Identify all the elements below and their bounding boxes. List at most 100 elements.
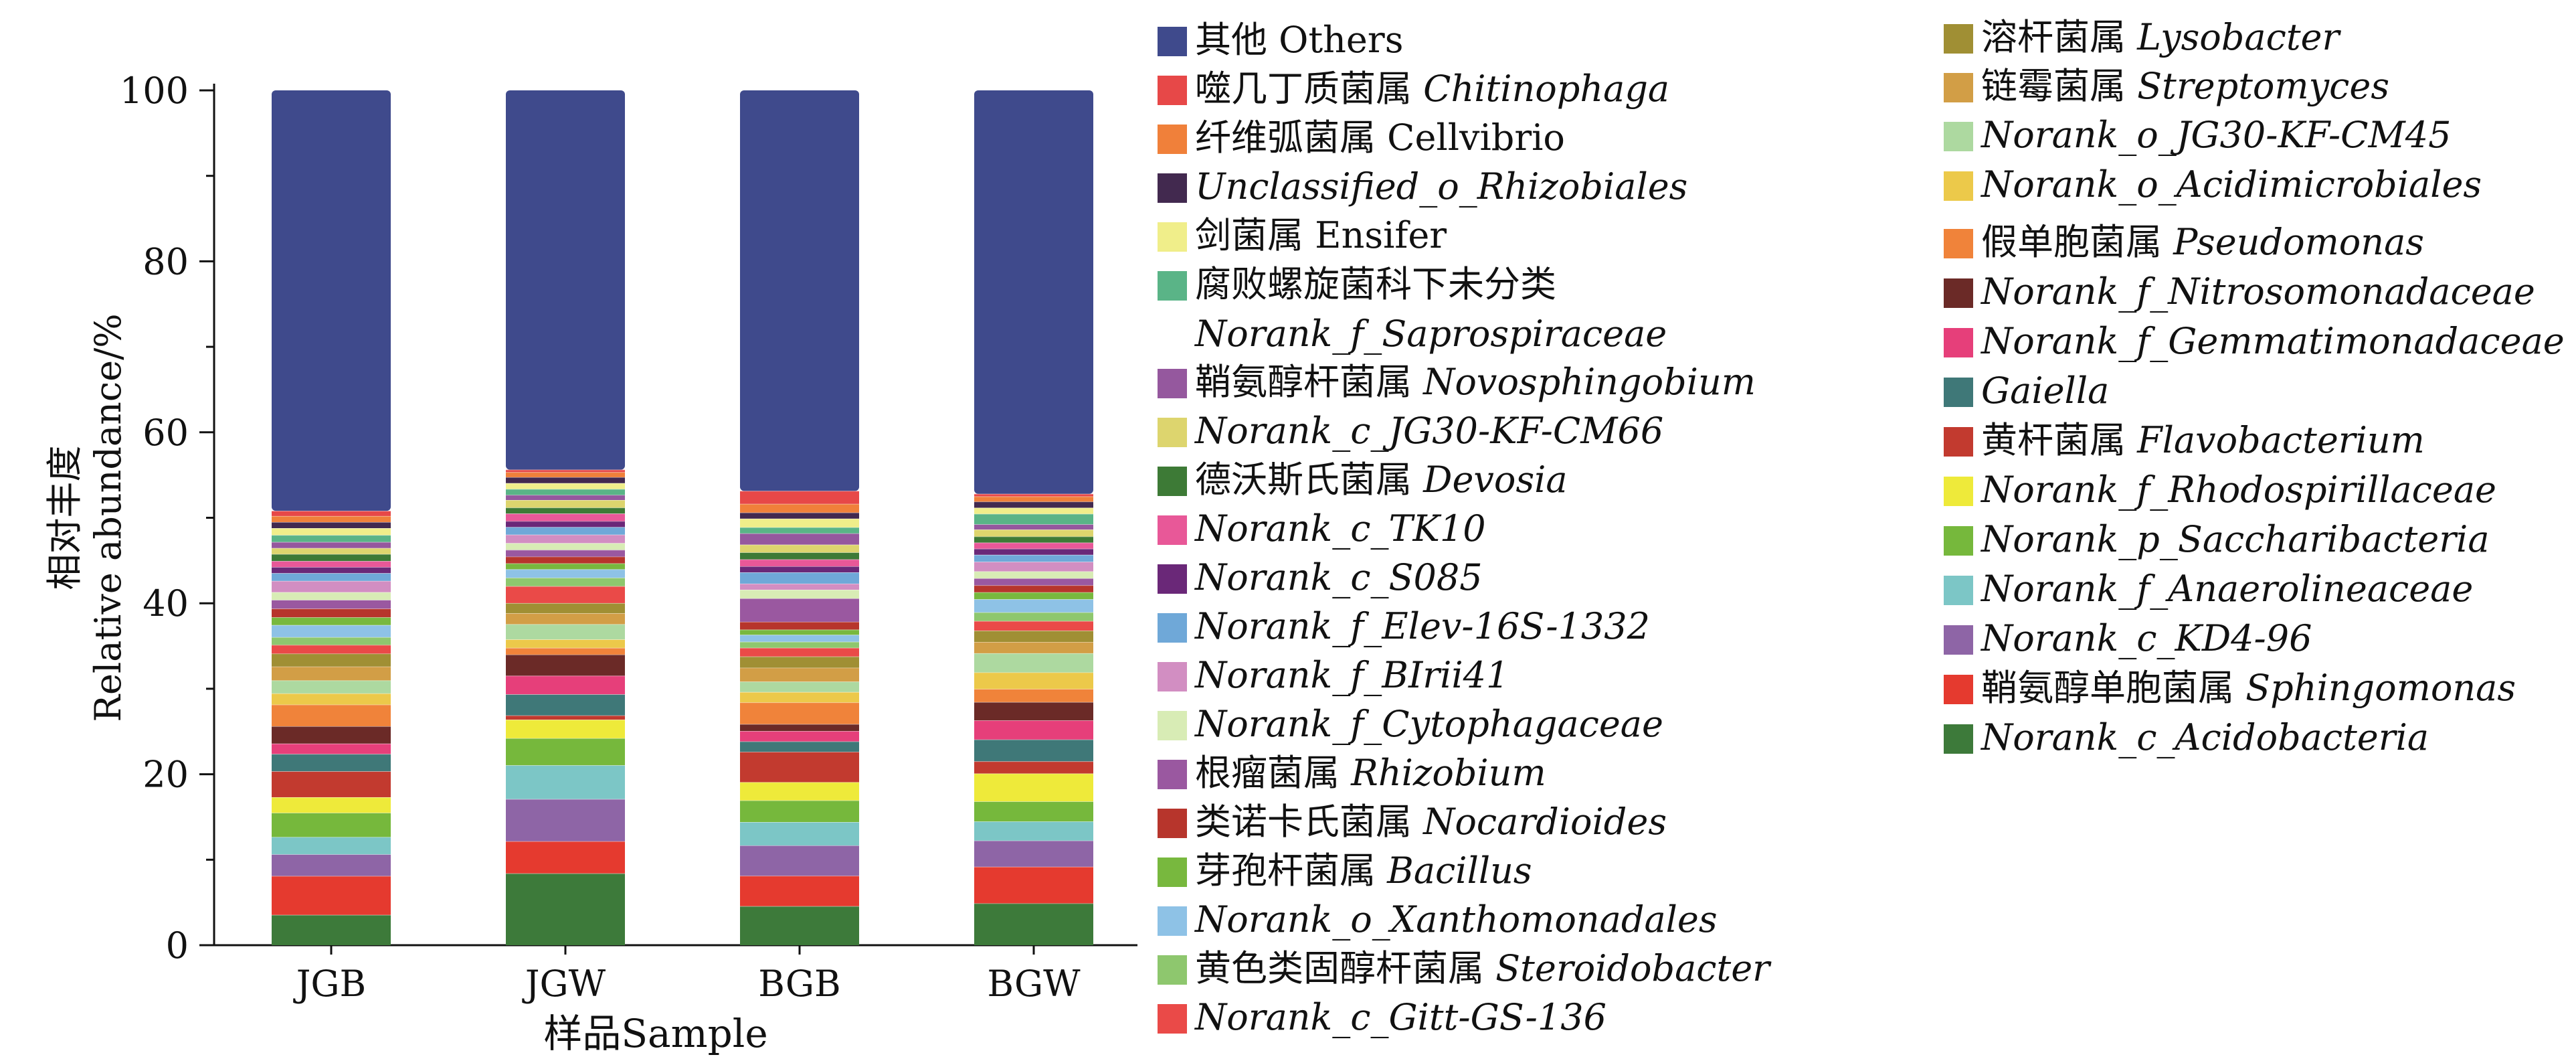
bar-segment-bgb-nocardioides [740,621,859,630]
bar-segment-jgw-norank-c-acidobacteria [506,873,625,945]
legend-label-latin: Norank_f_BIrii41 [1194,654,1509,696]
legend-label: Norank_f_Elev-16S-1332 [1194,605,1650,647]
legend-label-cn: 其他 [1195,19,1279,61]
legend-label: 溶杆菌属 Lysobacter [1981,16,2341,58]
bar-segment-bgb-novosphingobium [740,533,859,545]
bar-segment-jgb-devosia [272,554,391,562]
legend-swatch-sphingomonas [1944,675,1973,704]
x-axis-label: 样品Sample [543,1011,767,1056]
legend-label: Norank_f_Rhodospirillaceae [1980,469,2496,511]
legend-label: Norank_c_KD4-96 [1980,617,2312,659]
y-axis-label-en: Relative abundance/% [87,313,129,722]
bar-segment-bgw-ensifer [974,507,1093,514]
legend-swatch-devosia [1158,467,1187,496]
legend-label: 类诺卡氏菌属 Nocardioides [1195,801,1667,843]
legend-swatch-norank-f-nitrosomonadaceae [1944,278,1973,308]
legend-label-latin: Rhizobium [1350,752,1546,794]
legend-swatch-norank-c-tk10 [1158,515,1187,545]
bar-segment-jgw-nocardioides [506,556,625,564]
bar-segment-jgw-others [506,90,625,470]
legend-label-latin: Novosphingobium [1422,361,1756,403]
legend-label-latin: Norank_f_Elev-16S-1332 [1194,605,1650,647]
legend-swatch-norank-c-acidobacteria [1944,724,1973,754]
bar-segment-jgw-gaiella [506,694,625,716]
legend-swatch-steroidobacter [1158,955,1187,985]
legend-swatch-chitinophaga [1158,76,1187,105]
legend-swatch-norank-c-kd4-96 [1944,625,1973,655]
bar-segment-jgb-norank-f-cytophagaceae [272,592,391,600]
legend-swatch-cellvibrio [1158,125,1187,154]
bar-segment-bgb-norank-c-tk10 [740,559,859,567]
legend-label: 芽孢杆菌属 Bacillus [1195,849,1532,892]
bar-segment-jgb-norank-c-acidobacteria [272,914,391,945]
y-tick-label: 100 [120,70,189,112]
bar-segment-bgw-norank-o-jg30-kf-cm45 [974,653,1093,673]
bar-segment-jgb-norank-c-s085 [272,567,391,574]
legend-label-latin: Norank_f_Anaerolineaceae [1980,568,2473,610]
legend-label-cn: 芽孢杆菌属 [1195,849,1387,892]
bar-segment-bgb-norank-f-birii41 [740,583,859,590]
bar-segment-bgw-norank-c-kd4-96 [974,840,1093,867]
legend-label: Norank_c_Gitt-GS-136 [1194,996,1606,1038]
bar-segment-jgw-bacillus [506,563,625,570]
bar-segment-bgb-cellvibrio [740,503,859,513]
legend-swatch-others [1158,27,1187,56]
x-tick-label-jgb: JGB [293,963,366,1005]
legend-label: 德沃斯氏菌属 Devosia [1195,459,1568,501]
legend-swatch-norank-f-anaerolineaceae [1944,576,1973,605]
bar-segment-bgb-bacillus [740,629,859,635]
bar-segment-bgb-unclassified-o-rhizobiales [740,512,859,519]
legend-swatch-gaiella [1944,378,1973,407]
legend-label-cn: 德沃斯氏菌属 [1195,459,1423,501]
bar-segment-jgw-norank-f-cytophagaceae [506,543,625,550]
legend-label-latin: Others [1279,19,1403,61]
legend-swatch-norank-p-saccharibacteria [1944,526,1973,556]
legend-swatch-norank-o-xanthomonadales [1158,906,1187,936]
legend-label-latin: Norank_c_KD4-96 [1980,617,2312,659]
legend-label-latin: Norank_o_Xanthomonadales [1194,898,1718,941]
bar-segment-jgb-norank-f-anaerolineaceae [272,837,391,855]
legend-label-latin: Norank_f_Saprospiraceae [1194,313,1667,355]
bar-segment-bgw-rhizobium [974,578,1093,586]
y-tick-label: 60 [143,412,189,454]
legend-label-cn: 剑菌属 [1195,214,1315,256]
bar-segment-bgb-sphingomonas [740,876,859,906]
bar-segment-jgw-norank-f-saprospiraceae [506,489,625,495]
y-tick-label: 0 [166,924,189,967]
bar-segment-jgw-streptomyces [506,613,625,625]
bar-segment-bgb-rhizobium [740,598,859,622]
bar-segment-jgw-norank-c-gitt-gs-136 [506,586,625,603]
legend-swatch-norank-f-gemmatimonadaceae [1944,328,1973,357]
bar-segment-jgb-rhizobium [272,600,391,609]
legend-label: Norank_f_Gemmatimonadaceae [1980,320,2565,362]
bar-segment-jgw-steroidobacter [506,578,625,586]
legend-label-latin: Norank_c_JG30-KF-CM66 [1194,410,1663,452]
bar-segment-jgb-gaiella [272,754,391,772]
legend-label-latin: Steroidobacter [1495,947,1772,989]
y-tick-label: 40 [143,582,189,625]
bar-segment-bgw-novosphingobium [974,524,1093,530]
bar-segment-bgw-norank-c-tk10 [974,542,1093,549]
bar-segment-jgb-norank-o-jg30-kf-cm45 [272,680,391,693]
legend-label-latin: Norank_f_Rhodospirillaceae [1980,469,2496,511]
bar-segment-bgw-flavobacterium [974,761,1093,774]
legend-label: Norank_f_Cytophagaceae [1194,703,1663,745]
legend-label: Norank_p_Saccharibacteria [1980,518,2490,560]
legend-label-latin: Nocardioides [1422,801,1667,843]
bar-segment-bgw-norank-f-cytophagaceae [974,571,1093,578]
bar-segment-bgw-norank-f-anaerolineaceae [974,821,1093,841]
legend-label-latin: Norank_f_Nitrosomonadaceae [1980,270,2535,313]
bar-segment-bgw-norank-c-acidobacteria [974,903,1093,945]
bar-segment-bgw-others [974,90,1093,494]
legend-label-latin: Lysobacter [2136,16,2341,58]
bar-segment-bgw-sphingomonas [974,866,1093,904]
bar-segment-jgb-lysobacter [272,653,391,667]
bar-segment-jgb-sphingomonas [272,876,391,915]
bar-segment-jgb-norank-o-xanthomonadales [272,625,391,637]
legend-swatch-flavobacterium [1944,427,1973,457]
legend-swatch-bacillus [1158,858,1187,887]
bar-segment-bgb-norank-p-saccharibacteria [740,800,859,823]
bar-segment-bgb-others [740,90,859,491]
legend: 其他 Others 噬几丁质菌属 Chitinophaga 纤维弧菌属 Cellvi… [1158,16,2565,1038]
